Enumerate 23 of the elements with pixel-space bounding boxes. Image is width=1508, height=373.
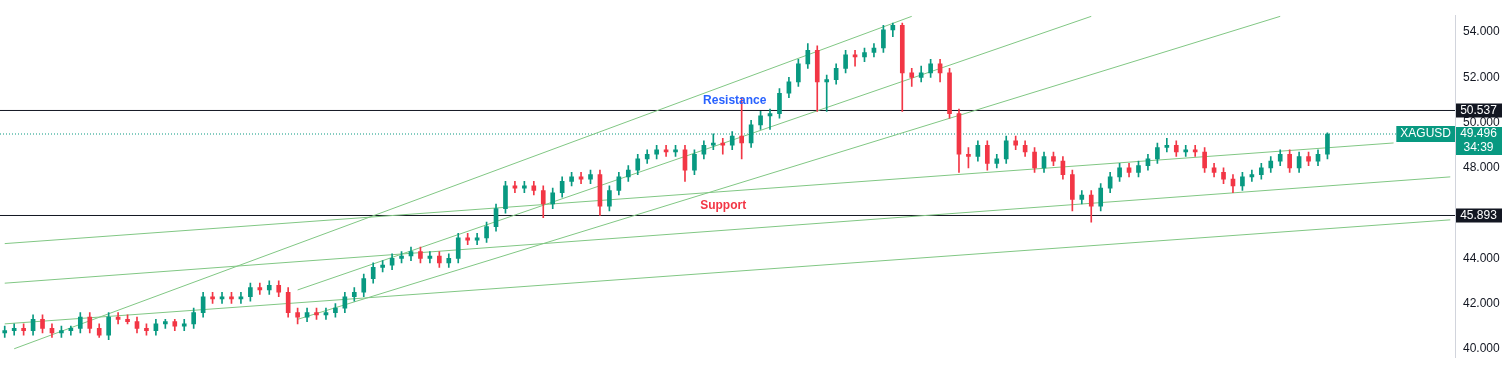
candlestick xyxy=(11,323,17,336)
text: 34:39 xyxy=(1463,140,1494,155)
y-tick-label: 52.000 xyxy=(1463,69,1501,84)
ref-line-label: 50.537 xyxy=(1460,102,1498,117)
y-tick-label: 44.000 xyxy=(1463,250,1501,265)
candlestick xyxy=(1192,144,1198,157)
y-tick-label: 42.000 xyxy=(1463,295,1501,310)
y-tick-label: 50.000 xyxy=(1463,114,1501,129)
candlestick xyxy=(2,325,8,338)
y-tick-label: 40.000 xyxy=(1463,341,1501,356)
annotation: Support xyxy=(700,197,747,212)
candlestick xyxy=(257,282,263,295)
annotation: Resistance xyxy=(703,92,767,107)
candlestick xyxy=(909,68,915,87)
annotation: XAGUSD xyxy=(1400,126,1452,141)
candlestick xyxy=(824,74,830,112)
ref-line-label: 49.496 xyxy=(1460,126,1498,141)
candlestick xyxy=(465,233,471,246)
y-tick-label: 54.000 xyxy=(1463,24,1501,39)
candlestick xyxy=(720,138,726,155)
y-tick-label: 48.000 xyxy=(1463,160,1501,175)
ref-line-label: 45.893 xyxy=(1460,207,1498,222)
candlestick xyxy=(1183,144,1189,157)
